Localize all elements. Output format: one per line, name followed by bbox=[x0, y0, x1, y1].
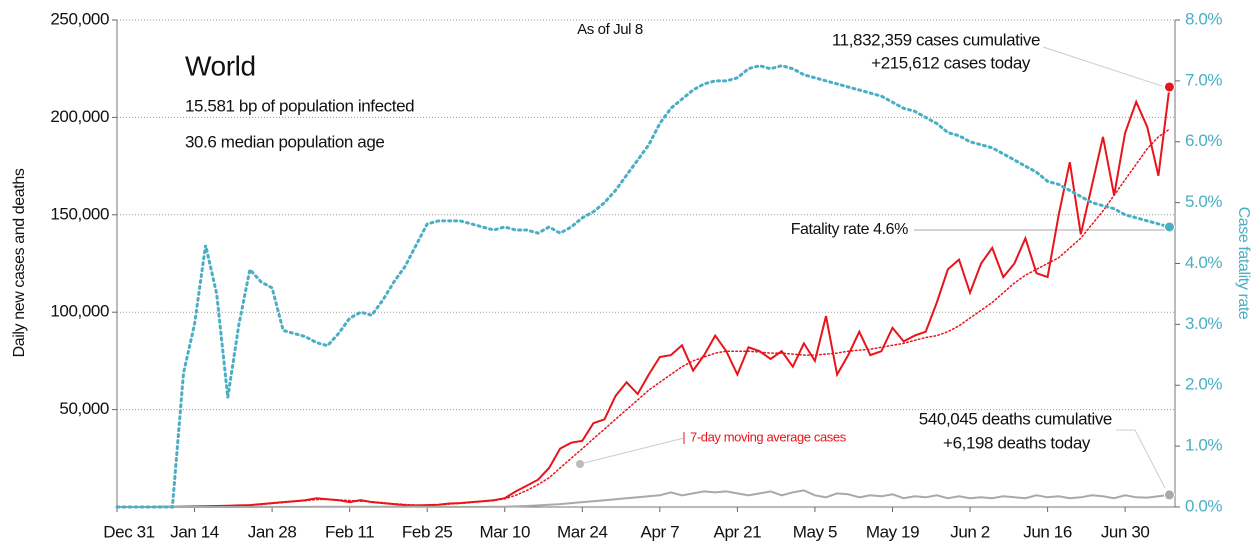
y2-tick-label: 6.0% bbox=[1185, 131, 1222, 150]
y-axis-label: Daily new cases and deaths bbox=[11, 168, 28, 357]
x-tick-label: Feb 11 bbox=[325, 522, 374, 541]
x-tick-label: Apr 7 bbox=[641, 522, 680, 541]
x-tick-label: Feb 25 bbox=[402, 522, 453, 541]
leader-line bbox=[1042, 46, 1163, 87]
leader-line bbox=[579, 437, 685, 465]
y2-tick-label: 1.0% bbox=[1185, 436, 1222, 455]
y2-tick-label: 4.0% bbox=[1185, 253, 1222, 272]
y-tick-label: 50,000 bbox=[59, 399, 109, 418]
x-tick-label: May 5 bbox=[793, 522, 837, 541]
annotation: Fatality rate 4.6% bbox=[791, 221, 908, 238]
end-dot bbox=[1163, 81, 1175, 93]
y-tick-label: 150,000 bbox=[50, 204, 109, 223]
end-dot bbox=[1163, 489, 1175, 501]
x-tick-label: May 19 bbox=[866, 522, 919, 541]
subtitle: 30.6 median population age bbox=[185, 132, 384, 151]
y2-axis-label: Case fatality rate bbox=[1235, 207, 1252, 320]
x-tick-label: Jun 2 bbox=[950, 522, 990, 541]
annotation: 11,832,359 cases cumulative bbox=[832, 30, 1040, 49]
x-tick-label: Jun 16 bbox=[1023, 522, 1072, 541]
leader-line bbox=[1116, 429, 1166, 489]
subtitle: 15.581 bp of population infected bbox=[185, 96, 414, 115]
x-tick-label: Dec 31 bbox=[103, 522, 154, 541]
annotation: +215,612 cases today bbox=[871, 53, 1031, 72]
y-tick-label: 100,000 bbox=[50, 302, 109, 321]
series-line bbox=[116, 128, 1171, 508]
x-tick-label: Jan 28 bbox=[248, 522, 297, 541]
y-tick-label: 250,000 bbox=[50, 9, 109, 28]
chart-title: World bbox=[185, 50, 256, 81]
y2-tick-label: 7.0% bbox=[1185, 70, 1222, 89]
y2-tick-label: 8.0% bbox=[1185, 9, 1222, 28]
y2-tick-label: 5.0% bbox=[1185, 192, 1222, 211]
as-of: As of Jul 8 bbox=[577, 21, 643, 38]
annotation: 7-day moving average cases bbox=[690, 429, 847, 444]
series-line bbox=[115, 64, 1171, 509]
x-tick-label: Apr 21 bbox=[714, 522, 762, 541]
y2-tick-label: 3.0% bbox=[1185, 314, 1222, 333]
y2-tick-label: 2.0% bbox=[1185, 375, 1222, 394]
x-tick-label: Mar 10 bbox=[479, 522, 530, 541]
y2-tick-label: 0.0% bbox=[1185, 496, 1222, 515]
annotation: 540,045 deaths cumulative bbox=[919, 409, 1112, 428]
end-dot bbox=[1163, 221, 1175, 233]
x-tick-label: Mar 24 bbox=[557, 522, 608, 541]
x-tick-label: Jan 14 bbox=[170, 522, 219, 541]
annotation: +6,198 deaths today bbox=[943, 433, 1091, 452]
y-tick-label: 200,000 bbox=[50, 107, 109, 126]
series-line bbox=[117, 489, 1170, 508]
pointer-dot bbox=[576, 460, 584, 468]
x-tick-label: Jun 30 bbox=[1101, 522, 1150, 541]
